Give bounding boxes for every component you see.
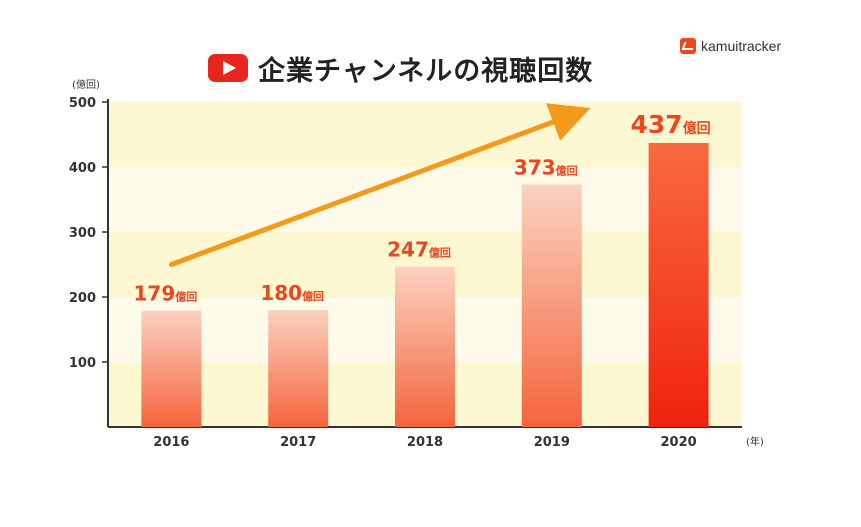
data-label: 179億回 (134, 282, 198, 306)
chart-title-text: 企業チャンネルの視聴回数 (258, 55, 594, 87)
bar (141, 310, 202, 427)
bar (268, 310, 329, 427)
y-tick-label: 500 (69, 96, 96, 111)
trend-arrow (168, 103, 591, 267)
bar (395, 266, 455, 427)
x-tick-label: 2018 (407, 435, 443, 450)
bar (521, 184, 582, 427)
chart-title: 企業チャンネルの視聴回数 (208, 48, 593, 88)
y-tick-label: 200 (69, 291, 96, 306)
y-tick-label: 100 (69, 356, 96, 371)
data-label: 437億回 (631, 110, 711, 139)
x-tick-label: 2020 (661, 435, 697, 450)
y-tick-label: 400 (69, 161, 96, 176)
kamuitracker-logo-text: kamuitracker (701, 38, 782, 54)
y-tick-label: 300 (69, 226, 96, 241)
chart-band (108, 102, 742, 167)
kamuitracker-logo: kamuitracker (680, 38, 781, 54)
x-axis-unit: (年) (746, 435, 764, 448)
kamuitracker-logo-icon (680, 38, 696, 54)
youtube-play-icon (208, 54, 248, 82)
y-axis-unit: (億回) (72, 78, 100, 91)
chart-band (108, 167, 742, 232)
data-label: 373億回 (514, 156, 578, 180)
x-tick-label: 2017 (280, 435, 316, 450)
x-tick-label: 2016 (153, 435, 189, 450)
data-label: 247億回 (387, 237, 451, 261)
bar (648, 142, 709, 427)
data-label: 180億回 (260, 281, 324, 305)
x-tick-label: 2019 (534, 435, 570, 450)
